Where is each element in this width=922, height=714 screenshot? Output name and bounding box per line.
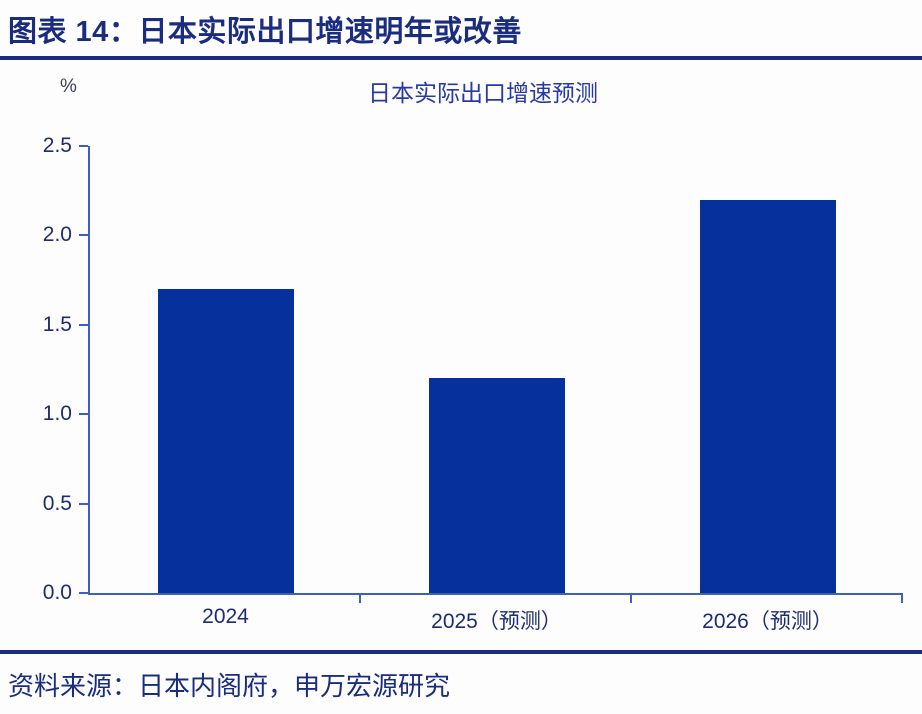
y-tick-mark [79,323,88,326]
y-tick-label: 2.0 [42,223,72,247]
y-tick-label: 1.5 [42,312,72,336]
source-attribution: 资料来源：日本内阁府，申万宏源研究 [8,671,451,701]
y-tick-label: 0.0 [42,581,72,604]
y-axis-labels: 0.0 0.5 1.0 1.5 2.0 2.5 [0,134,72,604]
y-tick-mark [79,234,88,237]
x-tick-mark [901,595,903,603]
y-tick-mark [79,145,88,147]
y-tick-mark [79,413,88,416]
y-tick-mark [79,502,88,505]
chart-title: 日本实际出口增速预测 [368,80,598,106]
x-tick-mark [630,595,632,603]
x-tick-label: 2024 [202,605,249,628]
figure-header-title: 图表 14：日本实际出口增速明年或改善 [8,16,522,48]
footer-divider [0,650,922,654]
y-tick-label: 0.5 [42,491,72,515]
y-tick-label: 2.5 [42,134,72,157]
x-tick-mark [359,595,361,603]
y-axis-unit-label: % [60,76,77,97]
plot-area: 2024 2025（预测） 2026（预测） [79,145,903,633]
bar-2024 [157,289,294,593]
x-tick-label: 2025（预测） [431,610,562,633]
header-underline [0,56,922,60]
x-tick-label: 2026（预测） [702,610,833,633]
bar-2026（预测） [699,199,836,593]
y-tick-label: 1.0 [42,402,72,426]
y-tick-mark [79,592,88,594]
bar-2025（预测） [428,378,565,593]
